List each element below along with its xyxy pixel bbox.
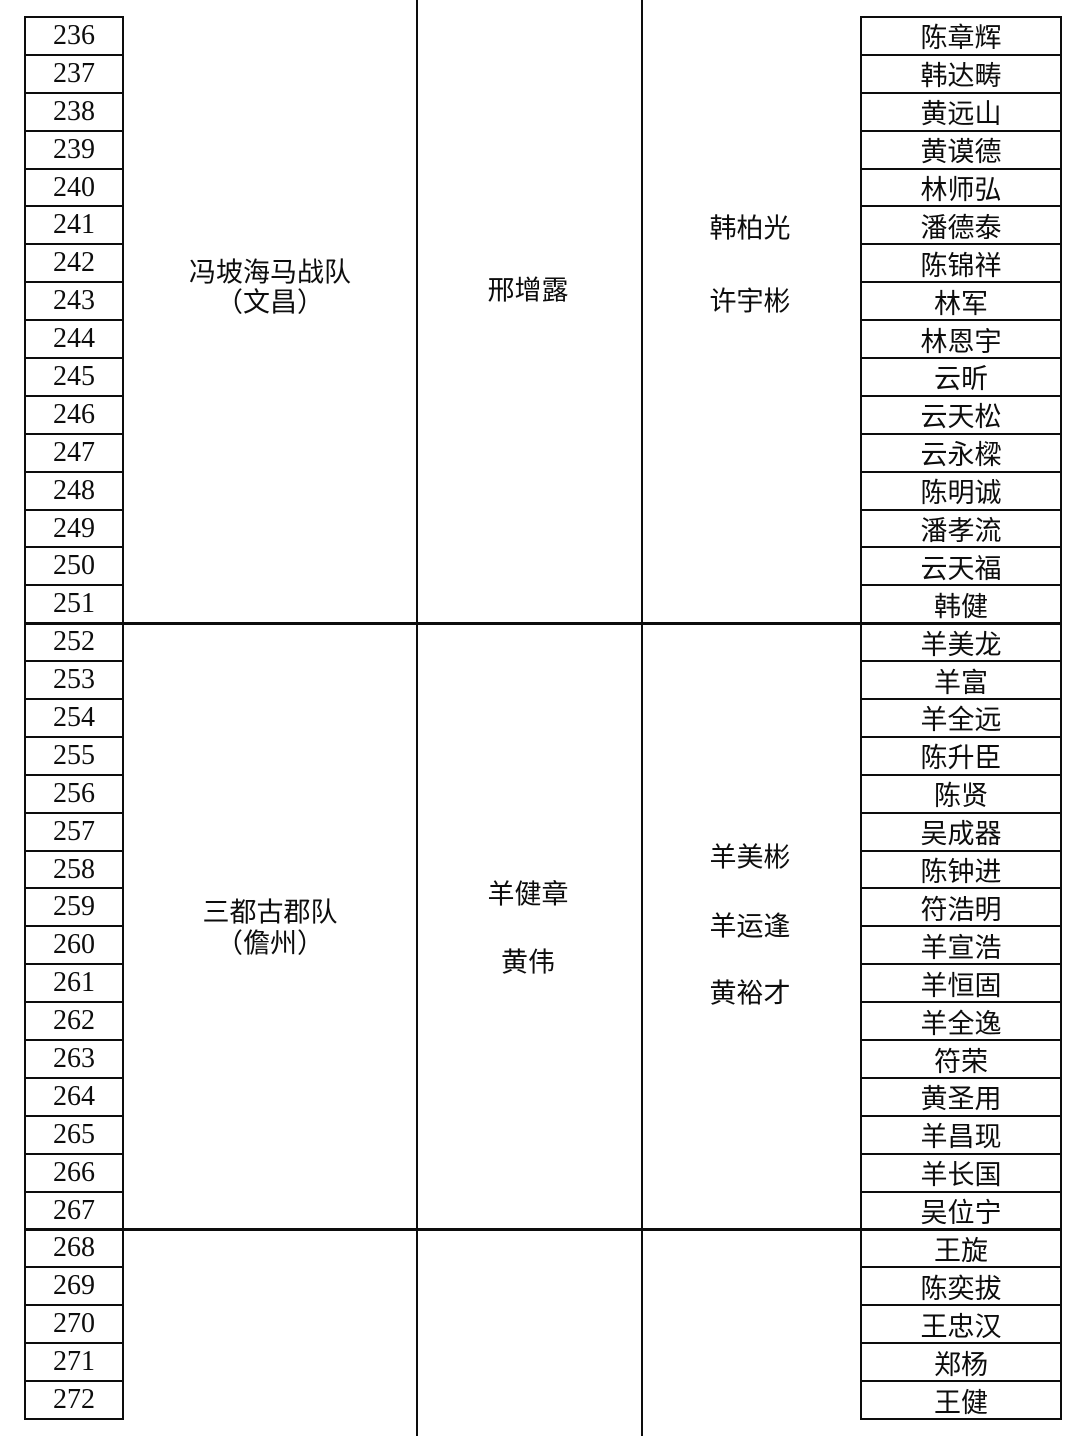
team-name-line: 三都古郡队 xyxy=(202,897,338,928)
row-number-cell: 269 xyxy=(26,1268,122,1307)
player-name-cell: 云永樑 xyxy=(862,435,1060,473)
row-number-cell: 239 xyxy=(26,132,122,170)
row-number-cell: 248 xyxy=(26,473,122,511)
team-leader-name: 黄裕才 xyxy=(709,978,791,1009)
row-number-cell: 241 xyxy=(26,207,122,246)
team-name-line: （文昌） xyxy=(216,287,324,318)
player-name-cell: 潘孝流 xyxy=(862,511,1060,549)
player-name-cell: 黄远山 xyxy=(862,94,1060,132)
row-number-cell: 245 xyxy=(26,359,122,397)
row-number-cell: 249 xyxy=(26,511,122,549)
divider-team-coach-column xyxy=(416,0,418,1436)
team-leader-name: 许宇彬 xyxy=(709,286,791,317)
row-number-cell: 242 xyxy=(26,245,122,284)
player-name-cell: 陈章辉 xyxy=(862,18,1060,56)
row-number-cell: 260 xyxy=(26,927,122,966)
coach-name: 羊健章 xyxy=(487,879,569,910)
player-name-cell: 云天松 xyxy=(862,397,1060,435)
player-name-cell: 羊富 xyxy=(862,662,1060,701)
row-number-cell: 256 xyxy=(26,776,122,814)
coach-name: 邢增露 xyxy=(487,275,569,306)
player-name-cell: 吴成器 xyxy=(862,814,1060,852)
player-name-cell: 陈明诚 xyxy=(862,473,1060,511)
player-name-cell: 潘德泰 xyxy=(862,207,1060,246)
row-number-cell: 263 xyxy=(26,1041,122,1079)
row-number-cell: 247 xyxy=(26,435,122,473)
row-number-cell: 254 xyxy=(26,700,122,738)
row-number-cell: 258 xyxy=(26,852,122,890)
row-number-cell: 238 xyxy=(26,94,122,132)
player-name-cell: 林军 xyxy=(862,283,1060,322)
row-number-cell: 262 xyxy=(26,1003,122,1042)
player-name-cell: 王忠汉 xyxy=(862,1306,1060,1345)
player-name-cell: 林恩宇 xyxy=(862,321,1060,360)
row-number-cell: 272 xyxy=(26,1382,122,1420)
team-leader-name: 韩柏光 xyxy=(709,213,791,244)
row-number-cell: 255 xyxy=(26,738,122,776)
player-name-cell: 王旋 xyxy=(862,1231,1060,1269)
player-name-cell: 羊宣浩 xyxy=(862,927,1060,966)
row-number-cell: 257 xyxy=(26,814,122,852)
section-divider-1 xyxy=(24,622,1062,625)
player-name-cell: 羊全逸 xyxy=(862,1003,1060,1042)
section-divider-2 xyxy=(24,1228,1062,1231)
player-column: 陈章辉 韩达畴 黄远山 黄谟德 林师弘 潘德泰 陈锦祥 林军 林恩宇 云昕 云天松 云永樑 陈明诚 潘孝流… xyxy=(860,16,1062,1420)
row-number-cell: 251 xyxy=(26,586,122,625)
player-name-cell: 陈贤 xyxy=(862,776,1060,814)
team-leader-name: 羊运逢 xyxy=(709,911,791,942)
row-number-cell: 250 xyxy=(26,548,122,587)
player-name-cell: 郑杨 xyxy=(862,1344,1060,1383)
player-name-cell: 羊昌现 xyxy=(862,1117,1060,1155)
row-number-cell: 265 xyxy=(26,1117,122,1155)
player-name-cell: 云天福 xyxy=(862,548,1060,587)
player-name-cell: 符荣 xyxy=(862,1041,1060,1079)
team-name-line: 冯坡海马战队 xyxy=(189,257,351,288)
player-name-cell: 吴位宁 xyxy=(862,1193,1060,1231)
player-name-cell: 陈钟进 xyxy=(862,852,1060,890)
row-number-cell: 261 xyxy=(26,965,122,1004)
coach-name: 黄伟 xyxy=(501,947,555,978)
row-number-cell: 264 xyxy=(26,1079,122,1117)
team-name-line: （儋州） xyxy=(216,928,324,959)
row-number-cell: 240 xyxy=(26,170,122,208)
row-number-cell: 243 xyxy=(26,283,122,322)
player-name-cell: 羊美龙 xyxy=(862,624,1060,663)
row-number-cell: 237 xyxy=(26,56,122,94)
player-name-cell: 黄谟德 xyxy=(862,132,1060,170)
player-name-cell: 韩达畴 xyxy=(862,56,1060,94)
divider-coach-leader-column xyxy=(641,0,643,1436)
number-column: 236 237 238 239 240 241 242 243 244 245 246 247 248 2… xyxy=(24,16,124,1420)
player-name-cell: 云昕 xyxy=(862,359,1060,397)
player-name-cell: 羊恒固 xyxy=(862,965,1060,1004)
player-name-cell: 羊全远 xyxy=(862,700,1060,738)
row-number-cell: 236 xyxy=(26,18,122,56)
row-number-cell: 268 xyxy=(26,1231,122,1269)
player-name-cell: 羊长国 xyxy=(862,1155,1060,1193)
player-name-cell: 陈升臣 xyxy=(862,738,1060,776)
row-number-cell: 244 xyxy=(26,321,122,360)
row-number-cell: 267 xyxy=(26,1193,122,1231)
row-number-cell: 266 xyxy=(26,1155,122,1193)
player-name-cell: 黄圣用 xyxy=(862,1079,1060,1117)
player-name-cell: 陈奕拔 xyxy=(862,1268,1060,1307)
row-number-cell: 259 xyxy=(26,889,122,928)
player-name-cell: 王健 xyxy=(862,1382,1060,1420)
player-name-cell: 陈锦祥 xyxy=(862,245,1060,284)
row-number-cell: 246 xyxy=(26,397,122,435)
row-number-cell: 271 xyxy=(26,1344,122,1383)
row-number-cell: 253 xyxy=(26,662,122,701)
player-name-cell: 韩健 xyxy=(862,586,1060,625)
player-name-cell: 符浩明 xyxy=(862,889,1060,928)
row-number-cell: 270 xyxy=(26,1306,122,1345)
player-name-cell: 林师弘 xyxy=(862,170,1060,208)
row-number-cell: 252 xyxy=(26,624,122,663)
team-leader-name: 羊美彬 xyxy=(709,842,791,873)
